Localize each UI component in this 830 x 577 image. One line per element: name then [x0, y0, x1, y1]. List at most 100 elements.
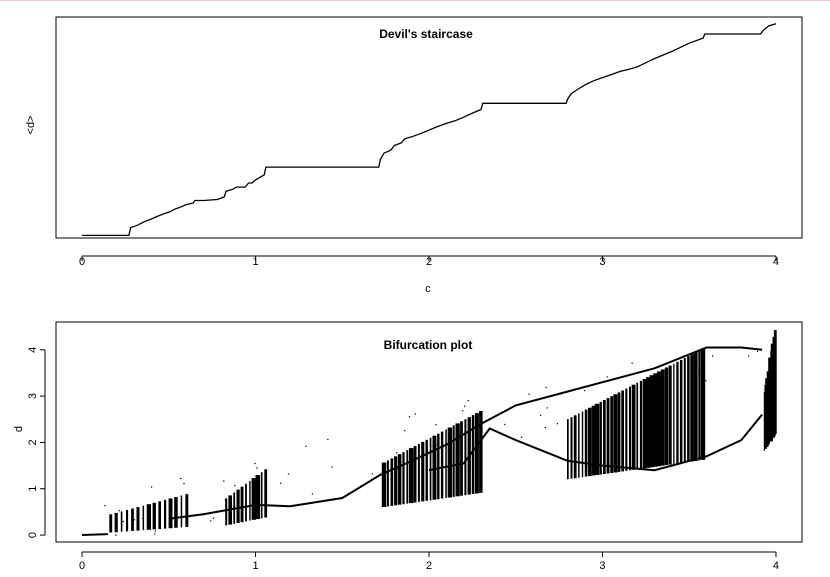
bifurcation-ylabel: d	[13, 426, 25, 432]
bifurcation-point	[256, 467, 258, 469]
bifurcation-band-strip	[394, 456, 398, 506]
bifurcation-band-strip	[460, 421, 463, 496]
bifurcation-point	[711, 355, 714, 357]
bifurcation-start-segment	[81, 533, 109, 537]
bifurcation-point	[577, 388, 579, 390]
bifurcation-band-strip	[625, 388, 628, 471]
bifurcation-point	[747, 355, 750, 357]
staircase-x-axis: 0 1 2 3 4	[79, 255, 779, 268]
bifurcation-band-strip	[639, 380, 642, 469]
staircase-title: Devil's staircase	[379, 27, 473, 41]
bifurcation-point	[122, 520, 124, 523]
staircase-x-tick-label: 3	[599, 256, 605, 268]
bifurcation-band-strip	[610, 396, 613, 473]
bifurcation-band-strip	[642, 379, 647, 469]
bifurcation-band-strip	[606, 398, 610, 474]
bifurcation-band-strip	[174, 497, 178, 528]
bifurcation-band-strip	[649, 375, 655, 468]
bifurcation-point	[438, 437, 440, 439]
bifurcation-point	[183, 482, 185, 485]
bifurcation-point	[756, 350, 759, 353]
bifurcation-band-strip	[445, 429, 447, 498]
bifurcation-band-strip	[225, 498, 228, 526]
bifurcation-band-strip	[693, 352, 698, 461]
bifurcation-band-strip	[397, 454, 402, 505]
staircase-plot-frame	[55, 16, 803, 239]
staircase-panel: Devil's staircase c <d> 0 1 2 3 4	[25, 16, 803, 295]
bifurcation-band-strip	[142, 505, 145, 531]
bifurcation-band-strip	[437, 433, 440, 500]
bifurcation-x-tick-label: 0	[79, 560, 85, 572]
staircase-x-tick-label: 4	[773, 256, 779, 268]
bifurcation-band-strip	[613, 394, 618, 473]
bifurcation-band-strip	[251, 478, 257, 520]
bifurcation-band-strip	[152, 502, 156, 530]
bifurcation-point	[631, 362, 633, 364]
staircase-series-line	[82, 23, 777, 237]
bifurcation-band-strip	[421, 441, 425, 502]
bifurcation-point	[154, 530, 157, 532]
bifurcation-branch-curve	[428, 413, 763, 472]
bifurcation-point	[660, 396, 662, 398]
bifurcation-band-strip	[464, 419, 467, 496]
bifurcation-band-strip	[698, 350, 701, 461]
bifurcation-band-strip	[447, 427, 453, 498]
bifurcation-band-strip	[255, 475, 261, 519]
bifurcation-band-strip	[180, 495, 183, 528]
bifurcation-band-strip	[700, 348, 706, 460]
bifurcation-point	[606, 376, 608, 378]
bifurcation-band-strip	[440, 431, 444, 499]
bifurcation-band-strip	[621, 390, 624, 472]
bifurcation-point	[414, 413, 416, 415]
bifurcation-point	[404, 430, 406, 432]
bifurcation-band-strip	[158, 501, 161, 529]
bifurcation-band-strip	[690, 354, 694, 462]
bifurcation-branch-curve	[168, 346, 763, 520]
bifurcation-x-tick-label: 2	[426, 560, 432, 572]
bifurcation-band-strip	[432, 435, 437, 500]
bifurcation-point	[456, 434, 458, 436]
bifurcation-band-strip	[387, 460, 389, 507]
bifurcation-point	[180, 477, 182, 480]
bifurcation-point	[695, 356, 698, 359]
bifurcation-band-strip	[381, 462, 387, 507]
bifurcation-point	[254, 462, 256, 465]
bifurcation-band-strip	[660, 369, 665, 466]
bifurcation-band-strip	[584, 409, 588, 477]
bifurcation-point	[234, 484, 236, 487]
bifurcation-bands	[109, 330, 777, 533]
bifurcation-point	[371, 473, 373, 475]
bifurcation-point	[545, 386, 547, 389]
bifurcation-band-strip	[164, 499, 167, 529]
bifurcation-point	[104, 505, 106, 507]
bifurcation-band-strip	[406, 450, 409, 504]
bifurcation-band-strip	[766, 371, 770, 446]
staircase-x-tick-label: 2	[426, 256, 432, 268]
bifurcation-band-strip	[249, 480, 251, 521]
bifurcation-band-strip	[136, 507, 140, 531]
bifurcation-band-strip	[679, 359, 683, 464]
bifurcation-y-tick-label: 0	[27, 532, 39, 538]
bifurcation-branches	[168, 346, 763, 520]
staircase-x-tick-label: 1	[252, 256, 258, 268]
bifurcation-band-strip	[668, 365, 672, 465]
bifurcation-band-strip	[673, 363, 675, 465]
top-accent-line	[0, 0, 830, 1]
bifurcation-band-strip	[260, 472, 263, 519]
bifurcation-band-strip	[570, 417, 573, 479]
bifurcation-panel: Bifurcation plot d 0 1 2 3 4 0 1 2 3 4	[13, 321, 803, 572]
bifurcation-band-strip	[631, 384, 636, 470]
bifurcation-point	[133, 519, 136, 521]
bifurcation-band-strip	[131, 508, 134, 531]
bifurcation-point	[540, 414, 542, 417]
bifurcation-band-strip	[168, 498, 173, 529]
staircase-ylabel: <d>	[25, 116, 37, 135]
bifurcation-y-tick-label: 3	[27, 393, 39, 399]
bifurcation-x-axis: 0 1 2 3 4	[79, 551, 779, 572]
bifurcation-plot-frame	[55, 321, 803, 543]
bifurcation-band-strip	[636, 382, 639, 470]
bifurcation-point	[504, 423, 506, 426]
bifurcation-point	[546, 407, 548, 409]
bifurcation-band-strip	[185, 494, 189, 527]
bifurcation-band-strip	[588, 407, 592, 477]
